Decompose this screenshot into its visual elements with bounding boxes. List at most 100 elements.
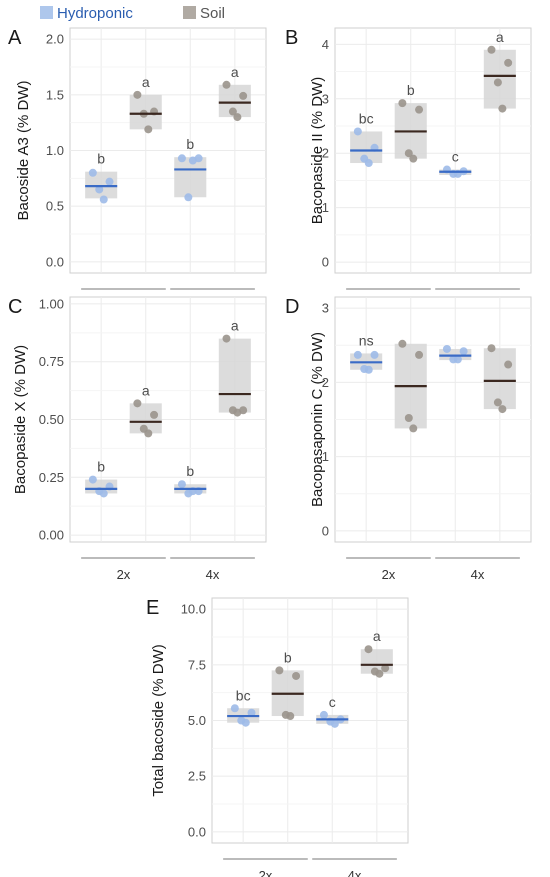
significance-label: b: [97, 151, 105, 167]
data-point: [381, 664, 390, 673]
data-point: [292, 671, 301, 680]
significance-label: b: [186, 463, 194, 479]
panel-letter: B: [285, 27, 298, 49]
legend: Hydroponic Soil: [40, 5, 225, 22]
data-point: [144, 429, 153, 438]
significance-label: bc: [359, 110, 374, 126]
data-point: [88, 475, 97, 484]
box-4x-hydroponic: [174, 157, 207, 198]
y-tick-label: 0.25: [39, 470, 64, 485]
group-label-4x: 4x: [206, 567, 220, 582]
legend-label-soil: Soil: [200, 5, 225, 22]
box-4x-hydroponic: [439, 348, 472, 361]
significance-label: c: [329, 694, 336, 710]
data-point: [453, 355, 462, 364]
data-point: [99, 195, 108, 204]
data-point: [353, 350, 362, 359]
significance-label: a: [142, 74, 150, 90]
data-point: [498, 405, 507, 414]
data-point: [177, 154, 186, 163]
panel-b: 01234bcbca2x4xBBacopaside II (% DW): [285, 27, 532, 313]
y-tick-label: 5.0: [188, 713, 206, 728]
y-tick-label: 2.0: [46, 32, 64, 47]
y-tick-label: 10.0: [181, 602, 206, 617]
data-point: [442, 344, 451, 353]
y-tick-label: 1: [322, 449, 329, 464]
panel-a: 0.00.51.01.52.0baba2x4xABacoside A3 (% D…: [8, 27, 267, 313]
data-point: [150, 410, 159, 419]
significance-label: b: [97, 459, 105, 475]
significance-label: c: [452, 149, 459, 165]
data-point: [105, 177, 114, 186]
y-tick-label: 1.0: [46, 143, 64, 158]
panel-c: 0.00 0.25 0.50 0.75 1.00 b a b a 2x 4x C Bacopaside …: [8, 296, 267, 582]
data-point: [409, 424, 418, 433]
data-point: [144, 125, 153, 134]
group-label-4x: 4x: [471, 567, 485, 582]
data-point: [364, 159, 373, 168]
y-tick-label: 1.5: [46, 87, 64, 102]
data-point: [487, 344, 496, 353]
box-2x-hydroponic: [85, 171, 118, 199]
y-tick-label: 2.5: [188, 769, 206, 784]
data-point: [275, 666, 284, 675]
y-tick-label: 0.5: [46, 199, 64, 214]
data-point: [404, 414, 413, 423]
panel-d: 0 1 2 3 ns 2x 4x D Bacopasaponin C (% DW): [285, 296, 532, 582]
data-point: [222, 334, 231, 343]
data-point: [230, 704, 239, 713]
y-tick-label: 2: [322, 375, 329, 390]
data-point: [353, 127, 362, 136]
data-point: [88, 168, 97, 177]
data-point: [177, 480, 186, 489]
y-axis-label: Total bacoside (% DW): [150, 644, 167, 797]
significance-label: a: [231, 318, 239, 334]
data-point: [415, 350, 424, 359]
y-tick-label: 0.75: [39, 354, 64, 369]
data-point: [133, 399, 142, 408]
y-tick-label: 1.00: [39, 296, 64, 311]
group-label-2x: 2x: [117, 567, 131, 582]
panel-letter: D: [285, 296, 299, 318]
panel-letter: C: [8, 296, 22, 318]
significance-label: a: [373, 628, 381, 644]
y-tick-label: 0.0: [46, 254, 64, 269]
y-axis-label: Bacopasaponin C (% DW): [309, 332, 326, 507]
data-point: [370, 350, 379, 359]
data-point: [184, 193, 193, 202]
y-tick-label: 7.5: [188, 657, 206, 672]
data-point: [222, 80, 231, 89]
significance-label: a: [496, 29, 504, 45]
data-point: [233, 113, 242, 122]
y-tick-label: 4: [322, 37, 329, 52]
legend-swatch-soil: [183, 6, 196, 19]
significance-label: a: [231, 64, 239, 80]
y-axis-label: Bacopaside X (% DW): [12, 345, 29, 494]
data-point: [247, 708, 256, 717]
data-point: [133, 90, 142, 99]
legend-label-hydroponic: Hydroponic: [57, 5, 133, 22]
group-label-2x: 2x: [382, 567, 396, 582]
y-axis-label: Bacoside A3 (% DW): [15, 80, 32, 220]
data-point: [504, 58, 513, 67]
y-tick-label: 2: [322, 146, 329, 161]
significance-label: ns: [359, 332, 374, 348]
significance-label: b: [284, 649, 292, 665]
data-point: [239, 91, 248, 100]
legend-swatch-hydroponic: [40, 6, 53, 19]
significance-label: a: [142, 382, 150, 398]
data-point: [286, 712, 295, 721]
data-point: [194, 154, 203, 163]
data-point: [404, 149, 413, 158]
data-point: [398, 99, 407, 108]
significance-label: b: [407, 82, 415, 98]
data-point: [504, 360, 513, 369]
significance-label: b: [186, 136, 194, 152]
y-tick-label: 0: [322, 255, 329, 270]
y-tick-label: 0.0: [188, 824, 206, 839]
box-4x-soil: [218, 338, 251, 413]
data-point: [409, 154, 418, 163]
group-label-4x: 4x: [348, 868, 362, 877]
data-point: [330, 719, 339, 728]
y-tick-label: 0.50: [39, 412, 64, 427]
